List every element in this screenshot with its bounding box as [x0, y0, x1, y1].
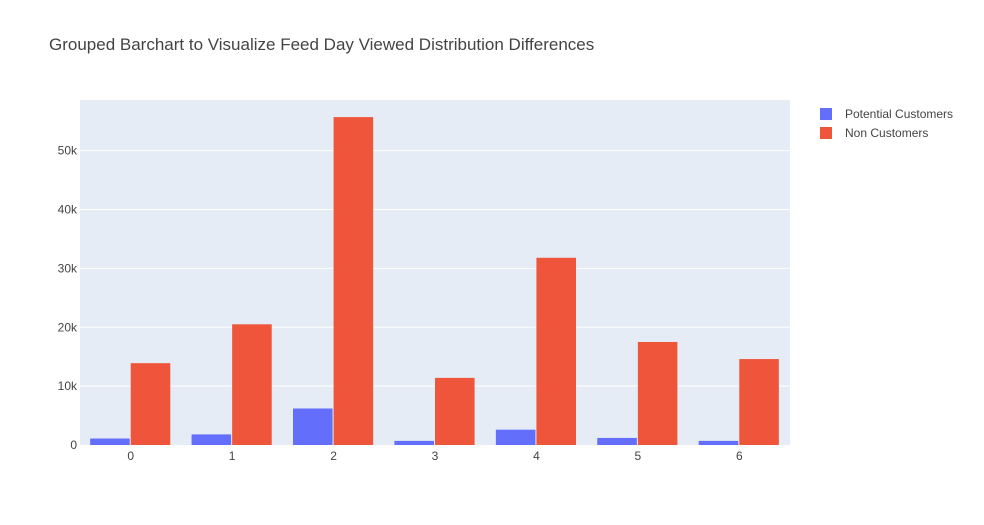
bar-potential-customers-3[interactable]	[394, 440, 434, 445]
bar-non-customers-0[interactable]	[130, 363, 171, 445]
bar-non-customers-2[interactable]	[333, 117, 374, 446]
legend-label[interactable]: Non Customers	[845, 126, 928, 140]
y-tick-label: 40k	[58, 203, 78, 217]
bar-potential-customers-4[interactable]	[495, 429, 536, 445]
x-axis-ticks: 0 1 2 3 4 5 6	[127, 449, 743, 463]
bar-potential-customers-6[interactable]	[698, 440, 739, 445]
bar-non-customers-5[interactable]	[637, 341, 678, 445]
bar-non-customers-4[interactable]	[536, 257, 576, 445]
y-tick-label: 30k	[58, 261, 78, 275]
x-tick-label: 1	[229, 449, 236, 463]
y-axis-ticks: 0 10k 20k 30k 40k 50k	[58, 144, 78, 452]
x-tick-label: 6	[736, 449, 743, 463]
x-tick-label: 4	[533, 449, 540, 463]
legend[interactable]: Potential Customers Non Customers	[820, 107, 953, 140]
y-tick-label: 50k	[58, 144, 78, 158]
bar-potential-customers-0[interactable]	[90, 438, 130, 445]
bar-non-customers-3[interactable]	[435, 377, 475, 445]
y-tick-label: 20k	[58, 320, 78, 334]
legend-label[interactable]: Potential Customers	[845, 107, 953, 121]
legend-swatch	[820, 108, 832, 120]
chart-title: Grouped Barchart to Visualize Feed Day V…	[49, 35, 594, 54]
legend-swatch	[820, 127, 832, 139]
x-tick-label: 3	[432, 449, 439, 463]
bars	[90, 117, 779, 446]
y-tick-label: 0	[70, 438, 77, 452]
y-tick-label: 10k	[58, 379, 78, 393]
bar-potential-customers-1[interactable]	[191, 434, 232, 445]
bar-potential-customers-2[interactable]	[293, 408, 333, 445]
bar-non-customers-6[interactable]	[739, 359, 779, 445]
bar-non-customers-1[interactable]	[232, 324, 272, 445]
x-tick-label: 2	[330, 449, 337, 463]
x-tick-label: 5	[635, 449, 642, 463]
bar-potential-customers-5[interactable]	[597, 437, 637, 445]
x-tick-label: 0	[127, 449, 134, 463]
